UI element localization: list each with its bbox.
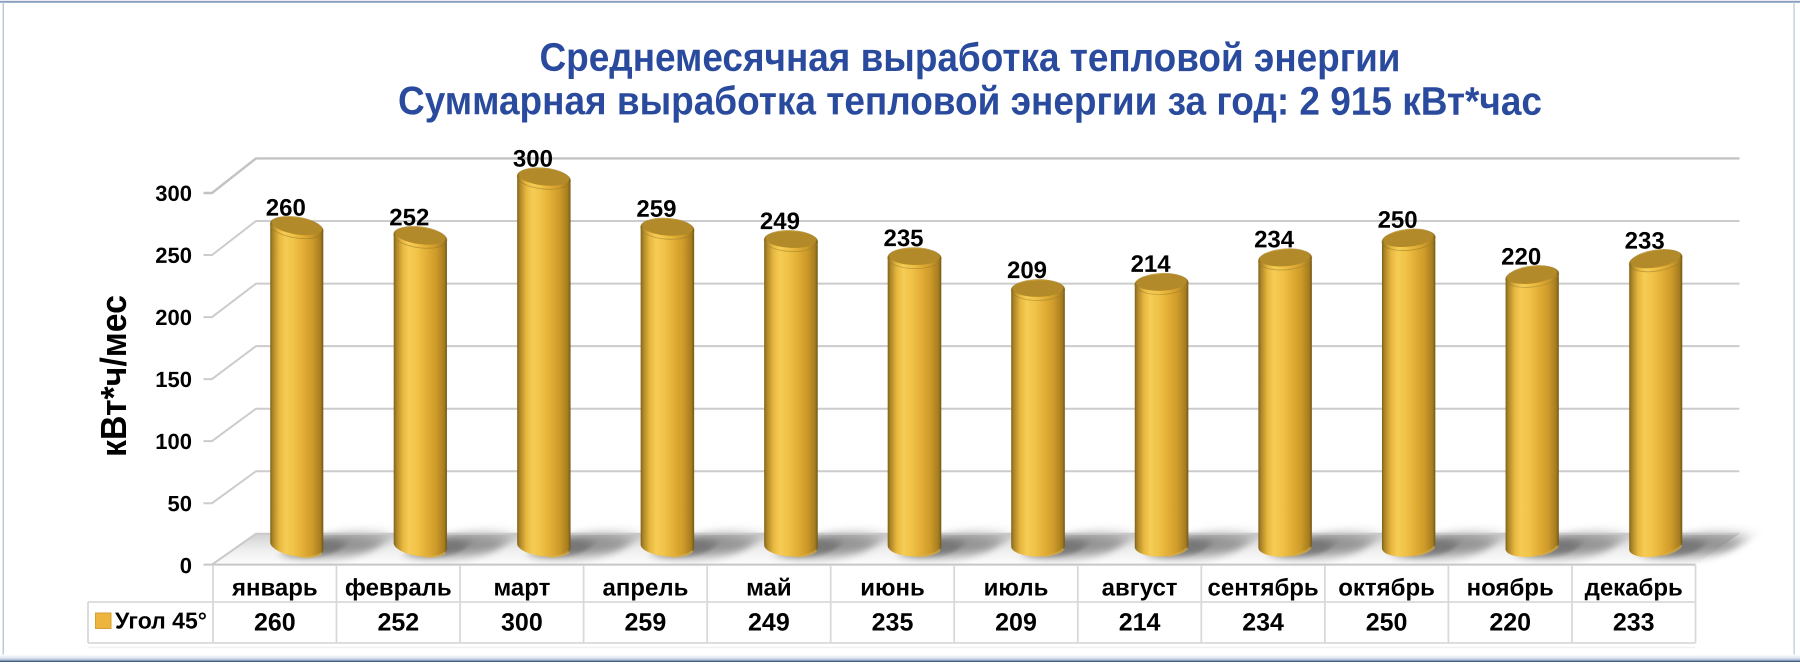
svg-text:250: 250 [155,243,192,268]
svg-text:260: 260 [254,608,296,636]
svg-text:250: 250 [1378,207,1418,234]
svg-text:214: 214 [1131,251,1172,278]
svg-text:249: 249 [760,208,800,235]
svg-text:150: 150 [155,367,192,392]
svg-text:220: 220 [1489,608,1531,636]
svg-text:259: 259 [636,196,676,223]
svg-text:50: 50 [168,491,192,516]
svg-text:209: 209 [1007,257,1047,284]
svg-text:кВт*ч/мес: кВт*ч/мес [93,295,134,457]
svg-text:259: 259 [625,608,667,636]
svg-text:сентябрь: сентябрь [1208,574,1319,601]
svg-text:Суммарная выработка тепловой э: Суммарная выработка тепловой энергии за … [398,79,1542,124]
svg-text:Среднемесячная выработка тепло: Среднемесячная выработка тепловой энерги… [539,36,1400,80]
svg-text:260: 260 [266,195,306,222]
svg-text:214: 214 [1119,608,1161,636]
svg-text:200: 200 [155,305,192,330]
svg-text:235: 235 [872,608,914,636]
svg-text:декабрь: декабрь [1585,574,1683,601]
svg-text:252: 252 [377,608,419,636]
svg-text:март: март [493,574,550,601]
svg-text:252: 252 [389,204,429,231]
svg-text:300: 300 [513,146,553,173]
svg-text:июль: июль [984,574,1049,601]
svg-text:234: 234 [1242,608,1284,636]
svg-text:ноябрь: ноябрь [1467,574,1554,601]
svg-text:220: 220 [1501,244,1541,271]
svg-text:октябрь: октябрь [1338,574,1435,601]
svg-text:0: 0 [180,553,192,578]
svg-text:май: май [746,574,792,601]
svg-text:январь: январь [231,574,318,601]
svg-text:249: 249 [748,608,790,636]
svg-text:233: 233 [1613,608,1655,636]
svg-text:август: август [1102,574,1178,601]
svg-text:июнь: июнь [860,574,925,601]
svg-text:209: 209 [995,608,1037,636]
svg-text:234: 234 [1254,226,1295,253]
svg-text:Угол 45°: Угол 45° [115,608,207,634]
svg-text:100: 100 [155,429,192,454]
svg-text:300: 300 [501,608,543,636]
svg-text:300: 300 [155,181,192,206]
svg-text:февраль: февраль [345,574,452,601]
svg-text:235: 235 [883,225,923,252]
svg-text:250: 250 [1366,608,1408,636]
svg-text:233: 233 [1625,228,1665,255]
svg-text:апрель: апрель [602,574,688,601]
